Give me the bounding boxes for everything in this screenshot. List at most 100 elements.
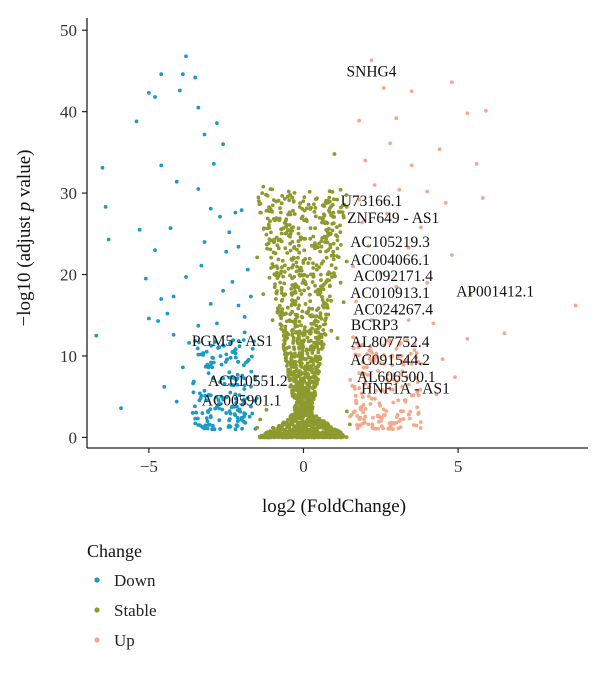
point-up bbox=[416, 360, 421, 364]
point-stable bbox=[276, 257, 281, 262]
point-stable bbox=[329, 298, 333, 303]
point-up bbox=[390, 353, 395, 358]
point-down bbox=[184, 275, 188, 279]
point-up bbox=[431, 321, 436, 326]
point-stable bbox=[313, 345, 317, 349]
point-stable bbox=[284, 217, 289, 222]
gene-label: AC004066.1 bbox=[350, 252, 430, 269]
point-stable bbox=[326, 312, 331, 317]
y-axis-title-italic: p bbox=[14, 202, 35, 214]
point-stable bbox=[297, 428, 302, 433]
point-stable bbox=[288, 248, 293, 253]
point-down bbox=[94, 333, 99, 338]
point-stable bbox=[309, 205, 313, 210]
point-stable bbox=[313, 206, 318, 210]
point-down bbox=[242, 363, 246, 368]
point-stable bbox=[296, 226, 301, 231]
point-up bbox=[468, 292, 473, 296]
point-up bbox=[400, 384, 405, 389]
point-stable bbox=[298, 372, 302, 376]
point-stable bbox=[297, 303, 301, 308]
point-down bbox=[202, 240, 207, 244]
point-stable bbox=[308, 226, 313, 231]
point-stable bbox=[261, 184, 266, 189]
point-down bbox=[233, 396, 238, 401]
point-stable bbox=[283, 428, 288, 433]
point-stable bbox=[302, 248, 307, 253]
point-up bbox=[375, 414, 380, 419]
point-down bbox=[236, 339, 241, 343]
point-stable bbox=[344, 435, 349, 439]
point-down bbox=[206, 365, 211, 370]
point-stable bbox=[323, 281, 328, 285]
point-down bbox=[240, 426, 245, 431]
point-up bbox=[362, 417, 366, 422]
point-up bbox=[372, 355, 376, 359]
point-up bbox=[363, 414, 368, 419]
point-up bbox=[404, 358, 408, 362]
point-stable bbox=[299, 314, 304, 319]
point-stable bbox=[311, 266, 316, 270]
point-stable bbox=[279, 298, 284, 303]
point-stable bbox=[314, 323, 319, 328]
point-down bbox=[211, 376, 215, 381]
point-down bbox=[193, 338, 197, 343]
point-down bbox=[214, 395, 219, 400]
point-up bbox=[409, 163, 414, 168]
point-stable bbox=[290, 359, 294, 363]
point-stable bbox=[330, 275, 334, 279]
point-stable bbox=[280, 309, 284, 314]
point-stable bbox=[271, 264, 276, 269]
point-stable bbox=[304, 402, 309, 407]
point-stable bbox=[291, 327, 295, 332]
point-stable bbox=[321, 342, 326, 347]
point-down bbox=[249, 294, 253, 299]
point-stable bbox=[296, 306, 301, 311]
point-down bbox=[234, 423, 239, 427]
point-down bbox=[236, 303, 241, 308]
point-down bbox=[203, 423, 208, 428]
point-stable bbox=[293, 282, 298, 287]
point-stable bbox=[288, 434, 293, 439]
point-stable bbox=[267, 275, 272, 280]
point-down bbox=[218, 214, 222, 219]
point-stable bbox=[288, 384, 293, 389]
point-stable bbox=[284, 311, 288, 316]
point-down bbox=[196, 340, 201, 345]
point-up bbox=[361, 342, 366, 347]
point-stable bbox=[303, 435, 308, 440]
gene-label: AC005901.1 bbox=[202, 393, 282, 410]
point-stable bbox=[307, 189, 312, 194]
point-stable bbox=[302, 208, 307, 213]
point-stable bbox=[295, 336, 300, 341]
point-stable bbox=[300, 414, 305, 419]
point-stable bbox=[344, 193, 349, 197]
point-down bbox=[100, 165, 105, 170]
point-down bbox=[231, 338, 236, 343]
point-up bbox=[373, 397, 377, 401]
point-stable bbox=[308, 236, 313, 241]
point-down bbox=[221, 288, 226, 293]
point-stable bbox=[323, 221, 327, 226]
point-stable bbox=[256, 195, 261, 200]
point-up bbox=[360, 395, 365, 399]
point-up bbox=[361, 365, 366, 370]
point-up bbox=[361, 410, 366, 415]
point-stable bbox=[298, 359, 303, 363]
point-stable bbox=[308, 347, 313, 352]
point-stable bbox=[296, 341, 300, 346]
point-stable bbox=[323, 322, 328, 326]
gene-label: PGM5 - AS1 bbox=[192, 333, 273, 350]
point-down bbox=[228, 341, 232, 346]
point-stable bbox=[268, 219, 272, 224]
point-down bbox=[171, 294, 176, 299]
point-stable bbox=[278, 206, 282, 211]
point-stable bbox=[291, 199, 296, 204]
point-down bbox=[196, 187, 201, 191]
point-up bbox=[382, 353, 386, 358]
point-stable bbox=[297, 393, 302, 398]
point-down bbox=[184, 54, 188, 59]
point-stable bbox=[310, 380, 314, 385]
point-stable bbox=[268, 430, 273, 435]
point-stable bbox=[325, 303, 329, 307]
